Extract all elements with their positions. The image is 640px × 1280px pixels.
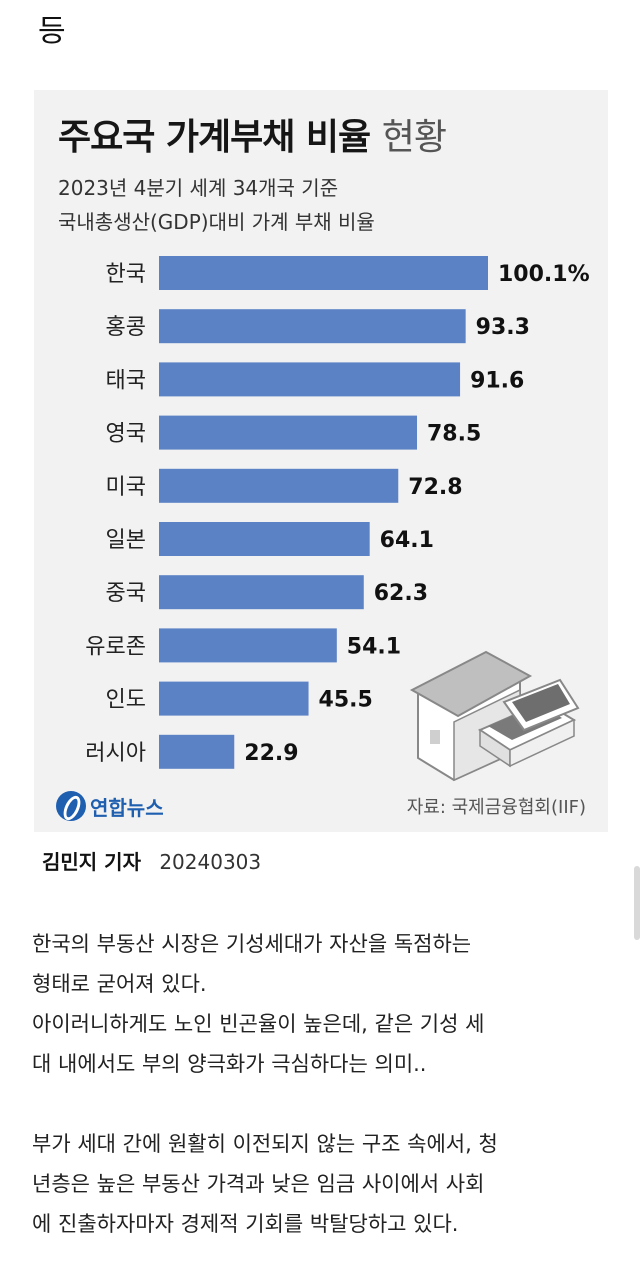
article-line: 아이러니하게도 노인 빈곤율이 높은데, 같은 기성 세	[32, 1012, 485, 1036]
bar	[159, 734, 235, 769]
value-label: 78.5	[427, 422, 481, 447]
publish-date: 20240303	[159, 850, 262, 874]
category-label: 미국	[106, 475, 146, 500]
category-label: 홍콩	[106, 315, 146, 340]
value-label: 54.1	[347, 634, 401, 659]
category-label: 한국	[106, 262, 146, 287]
value-label: 72.8	[408, 475, 462, 500]
bar	[159, 681, 309, 716]
byline: 김민지 기자 20240303	[42, 846, 261, 875]
house-illustration	[409, 650, 580, 782]
chart-subtitle-1: 2023년 4분기 세계 34개국 기준	[58, 176, 339, 200]
article-line: 한국의 부동산 시장은 기성세대가 자산을 독점하는	[32, 932, 472, 956]
yonhap-logo: 연합뉴스	[56, 790, 164, 822]
chart-title-bold: 주요국 가계부채 비율	[58, 117, 371, 158]
article-line: 년층은 높은 부동산 가격과 낮은 임금 사이에서 사회	[32, 1172, 485, 1196]
chart-title: 주요국 가계부채 비율 현황	[58, 108, 447, 160]
value-label: 22.9	[244, 741, 298, 766]
bar	[159, 309, 466, 344]
value-label: 45.5	[319, 688, 373, 713]
chart-subtitle-2: 국내총생산(GDP)대비 가계 부채 비율	[58, 210, 375, 234]
chart-source: 자료: 국제금융협회(IIF)	[406, 797, 586, 818]
logo-text: 연합뉴스	[90, 795, 164, 820]
article-line: 부가 세대 간에 원활히 이전되지 않는 구조 속에서, 청	[32, 1132, 498, 1156]
bar-chart: 한국 100.1% 홍콩 93.3 태국 91.6 영국 78.5 미국 72.8 일본 64.1 중국…	[85, 256, 590, 782]
value-label: 100.1%	[498, 262, 590, 287]
bar	[159, 628, 337, 663]
reporter-name: 김민지 기자	[42, 850, 141, 874]
category-label: 유로존	[85, 634, 146, 659]
article-line: 에 진출하자마자 경제적 기회를 박탈당하고 있다.	[32, 1212, 459, 1236]
yonhap-logo-icon	[56, 791, 86, 821]
category-label: 중국	[106, 581, 146, 606]
bar	[159, 522, 370, 556]
category-label: 태국	[106, 368, 146, 393]
bar	[159, 575, 364, 610]
chart-card: 주요국 가계부채 비율 현황 2023년 4분기 세계 34개국 기준 국내총생…	[34, 90, 608, 832]
value-label: 64.1	[380, 528, 434, 553]
value-label: 91.6	[470, 368, 524, 393]
category-label: 영국	[106, 422, 146, 447]
value-label: 62.3	[374, 581, 428, 606]
bar	[159, 468, 399, 503]
value-label: 93.3	[476, 315, 530, 340]
category-label: 일본	[106, 528, 146, 553]
bar	[159, 415, 418, 450]
scrollbar-thumb[interactable]	[634, 866, 640, 940]
article-line: 형태로 굳어져 있다.	[32, 972, 207, 996]
top-text: 등	[38, 14, 66, 49]
article-line: 대 내에서도 부의 양극화가 극심하다는 의미..	[32, 1052, 427, 1076]
bar	[159, 256, 488, 290]
category-label: 러시아	[85, 741, 146, 766]
paragraph-gap	[32, 1084, 614, 1124]
category-label: 인도	[106, 688, 146, 713]
bar	[159, 362, 461, 397]
chart-title-light: 현황	[381, 117, 447, 158]
